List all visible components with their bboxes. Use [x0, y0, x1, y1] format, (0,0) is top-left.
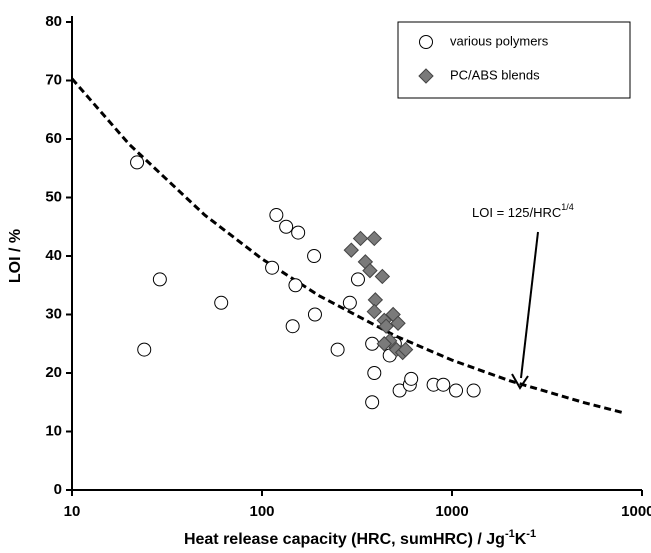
y-tick-label: 10	[45, 422, 62, 439]
x-tick-label: 10	[64, 503, 81, 520]
x-tick-label: 1000	[435, 503, 468, 520]
circle-point	[269, 208, 284, 223]
plot-area	[70, 77, 624, 415]
annotation-sup: 1/4	[561, 202, 574, 212]
legend-marker	[418, 68, 434, 84]
y-tick-label: 70	[45, 71, 62, 88]
circle-point	[288, 278, 303, 293]
circle-point	[214, 295, 229, 310]
diamond-point	[378, 318, 394, 334]
circle-point	[152, 272, 167, 287]
y-tick-label: 50	[45, 188, 62, 205]
annotation-arrow	[520, 231, 539, 379]
circle-point	[449, 383, 464, 398]
x-label-mid: K	[515, 531, 527, 548]
circle-point	[404, 371, 419, 386]
y-tick-label: 80	[45, 13, 62, 30]
diamond-point	[397, 341, 414, 358]
x-axis-label: Heat release capacity (HRC, sumHRC) / Jg…	[184, 528, 536, 548]
circle-point	[350, 272, 365, 287]
annotation: LOI = 125/HRC1/4	[472, 202, 574, 220]
legend-label: PC/ABS blends	[450, 67, 540, 82]
y-tick-label: 20	[45, 364, 62, 381]
circle-point	[279, 219, 294, 234]
diamond-point	[374, 268, 391, 285]
circle-point	[137, 342, 152, 357]
y-tick-label: 40	[45, 247, 62, 264]
diamond-point	[376, 336, 392, 352]
x-tick-label: 10000	[621, 503, 651, 520]
y-tick-label: 30	[45, 305, 62, 322]
diamond-point	[366, 230, 383, 247]
circle-point	[365, 395, 380, 410]
legend-label: various polymers	[450, 33, 549, 48]
circle-point	[342, 295, 357, 310]
legend-marker	[419, 35, 433, 49]
circle-point	[307, 307, 322, 322]
diamond-point	[390, 315, 406, 331]
circle-point	[285, 319, 300, 334]
circle-point	[466, 383, 481, 398]
circle-point	[291, 225, 306, 240]
circle-point	[436, 377, 451, 392]
x-label-sup: -1	[505, 528, 515, 540]
fit-curve	[70, 77, 624, 415]
x-label-sup: -1	[526, 528, 536, 540]
diamond-point	[343, 242, 359, 258]
x-label-main: Heat release capacity (HRC, sumHRC) / Jg	[184, 531, 505, 548]
circle-point	[130, 155, 145, 170]
y-tick-label: 0	[54, 481, 62, 498]
diamond-point	[352, 230, 369, 247]
circle-point	[307, 249, 322, 263]
x-tick-label: 100	[249, 503, 274, 520]
circle-point	[330, 342, 345, 357]
circle-point	[265, 260, 280, 275]
diamond-point	[366, 303, 383, 320]
arrow-head	[511, 373, 529, 390]
annotation-text: LOI = 125/HRC	[472, 205, 561, 220]
y-axis-label: LOI / %	[7, 229, 24, 283]
y-tick-label: 60	[45, 130, 62, 147]
circle-point	[367, 366, 382, 380]
legend-box	[397, 21, 631, 99]
diamond-point	[362, 262, 378, 279]
